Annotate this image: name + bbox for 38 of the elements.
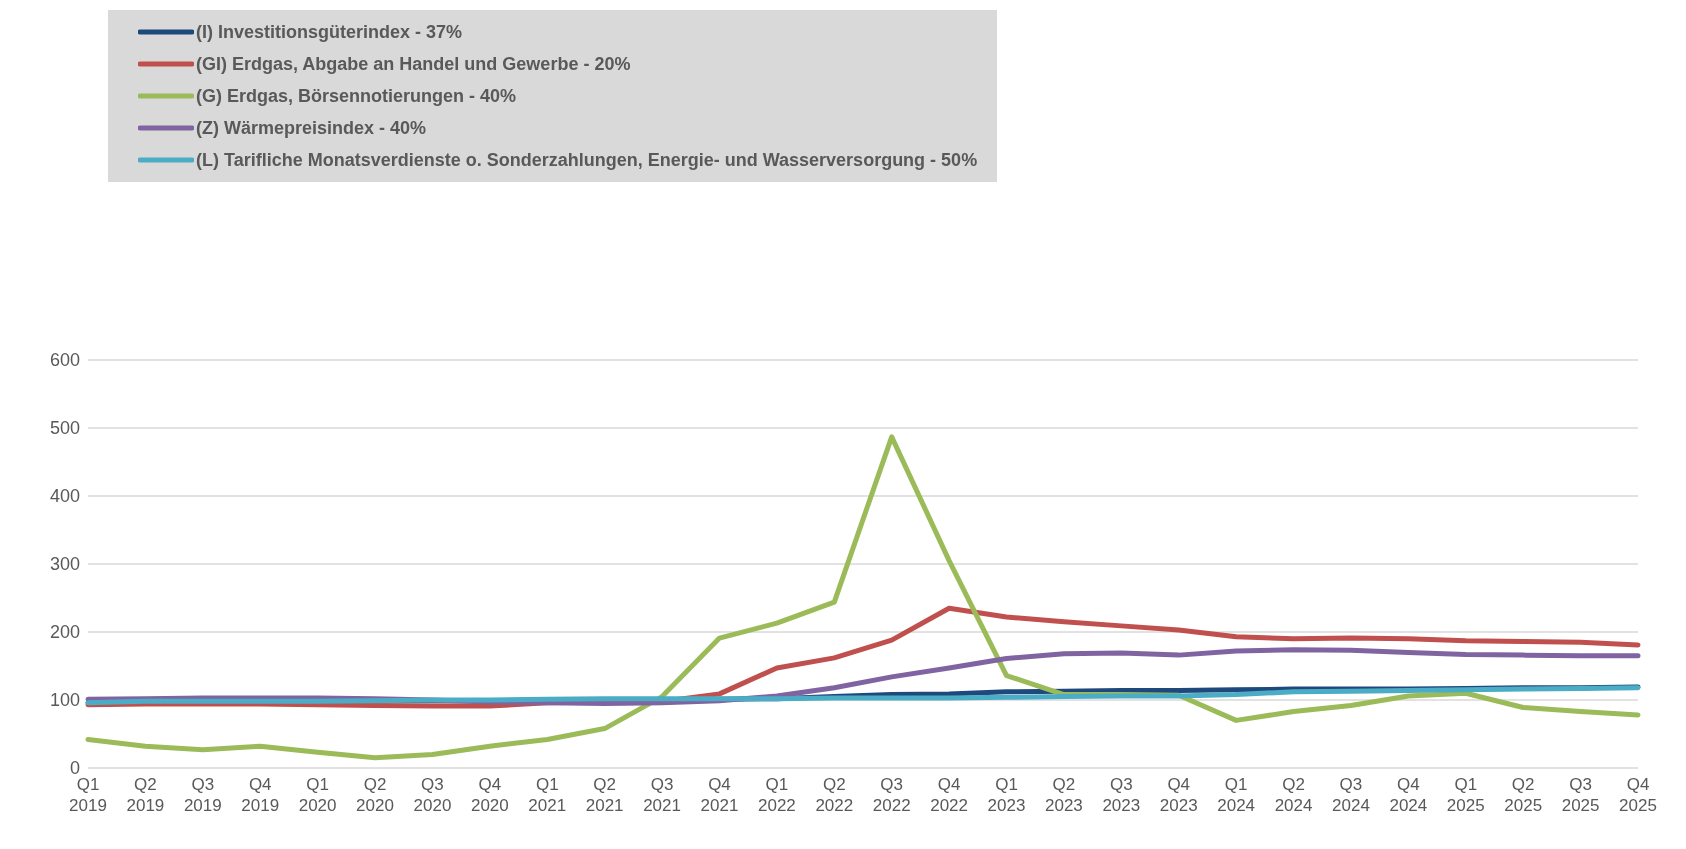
x-tick-label: Q1 2020 bbox=[298, 775, 337, 815]
y-tick-label: 300 bbox=[49, 554, 80, 575]
x-tick-label: Q3 2025 bbox=[1561, 775, 1600, 815]
x-tick-label: Q4 2025 bbox=[1619, 775, 1657, 815]
x-tick-label: Q2 2025 bbox=[1504, 775, 1543, 815]
y-tick-label: 500 bbox=[49, 418, 80, 439]
y-tick-label: 100 bbox=[49, 690, 80, 711]
x-tick-label: Q4 2024 bbox=[1389, 775, 1428, 815]
x-tick-label: Q4 2023 bbox=[1159, 775, 1198, 815]
x-tick-label: Q3 2019 bbox=[183, 775, 222, 815]
y-tick-label: 600 bbox=[49, 350, 80, 371]
legend-label: (L) Tarifliche Monatsverdienste o. Sonderzahlungen, Energie- und Wasserversorgung - 50% bbox=[196, 149, 978, 171]
x-tick-label: Q2 2022 bbox=[815, 775, 854, 815]
x-tick-label: Q1 2024 bbox=[1217, 775, 1256, 815]
x-tick-label: Q1 2025 bbox=[1446, 775, 1485, 815]
x-tick-label: Q3 2020 bbox=[413, 775, 452, 815]
y-tick-label: 400 bbox=[49, 486, 80, 507]
x-tick-label: Q4 2019 bbox=[241, 775, 280, 815]
x-tick-label: Q2 2019 bbox=[126, 775, 165, 815]
x-tick-label: Q1 2022 bbox=[757, 775, 796, 815]
x-tick-label: Q4 2021 bbox=[700, 775, 739, 815]
legend-label: (G) Erdgas, Börsennotierungen - 40% bbox=[196, 85, 517, 107]
x-tick-label: Q4 2020 bbox=[470, 775, 509, 815]
x-tick-label: Q3 2023 bbox=[1102, 775, 1141, 815]
legend-label: (GI) Erdgas, Abgabe an Handel und Gewerbe - 20% bbox=[196, 53, 631, 75]
x-tick-label: Q3 2021 bbox=[643, 775, 681, 815]
legend-label: (I) Investitionsgüterindex - 37% bbox=[196, 21, 463, 43]
x-tick-label: Q2 2020 bbox=[356, 775, 394, 815]
legend-label: (Z) Wärmepreisindex - 40% bbox=[196, 117, 427, 139]
x-tick-label: Q1 2023 bbox=[987, 775, 1026, 815]
y-tick-label: 200 bbox=[49, 622, 80, 643]
x-tick-label: Q2 2023 bbox=[1045, 775, 1083, 815]
x-tick-label: Q3 2024 bbox=[1332, 775, 1370, 815]
x-tick-label: Q4 2022 bbox=[930, 775, 969, 815]
x-tick-label: Q3 2022 bbox=[872, 775, 911, 815]
x-tick-label: Q2 2024 bbox=[1274, 775, 1313, 815]
x-tick-label: Q2 2021 bbox=[585, 775, 624, 815]
x-tick-label: Q1 2021 bbox=[528, 775, 567, 815]
